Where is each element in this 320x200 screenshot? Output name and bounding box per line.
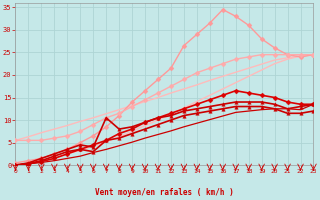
X-axis label: Vent moyen/en rafales ( km/h ): Vent moyen/en rafales ( km/h ) — [95, 188, 234, 197]
